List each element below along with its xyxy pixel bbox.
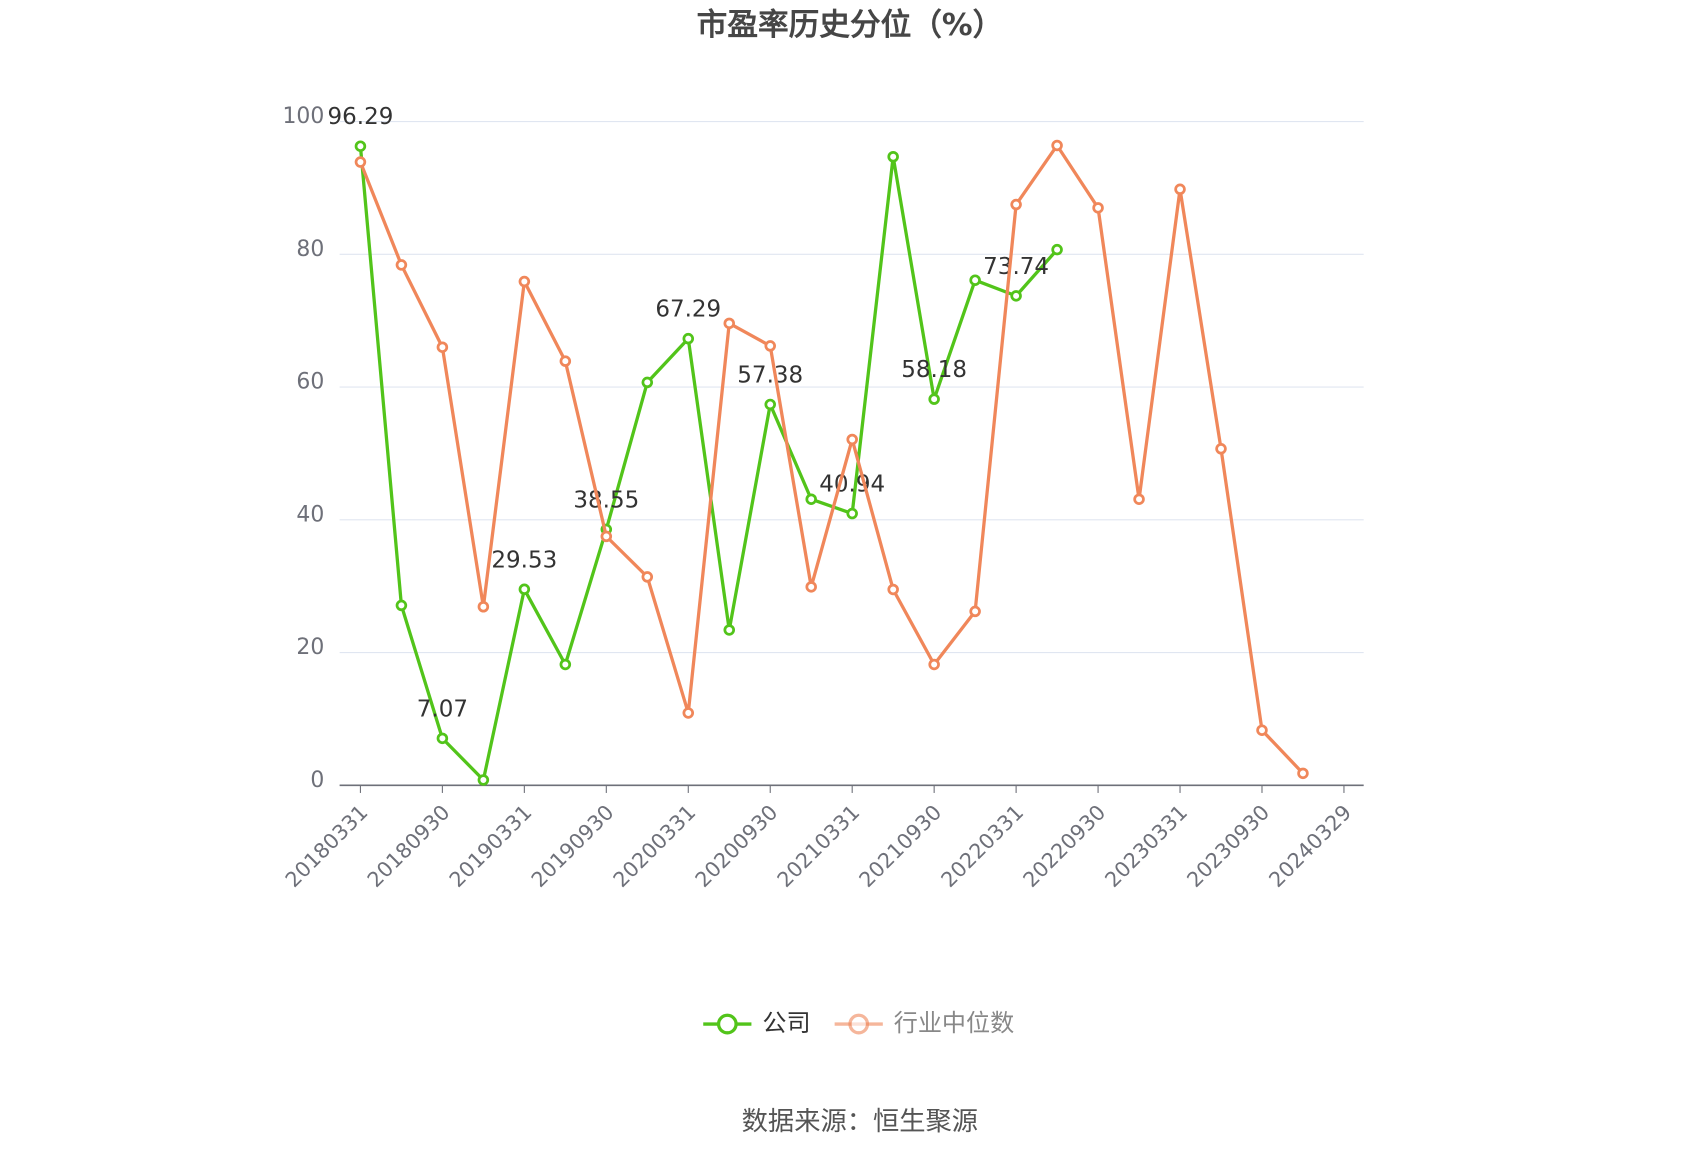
data-point — [436, 341, 449, 353]
x-tick-label: 20240329 — [1264, 800, 1356, 892]
data-point — [887, 150, 899, 163]
data-point — [928, 393, 940, 405]
data-point — [1133, 493, 1145, 505]
data-point — [354, 156, 367, 168]
data-point — [395, 259, 408, 271]
x-tick-label: 20210331 — [773, 800, 865, 892]
data-point — [1256, 724, 1268, 736]
data-point — [641, 571, 654, 583]
x-tick-label: 20220331 — [936, 800, 1028, 892]
x-tick-label: 20230930 — [1182, 800, 1274, 892]
legend-item: 公司 — [703, 1009, 811, 1037]
y-tick-label: 0 — [310, 768, 324, 793]
data-point — [969, 605, 981, 618]
x-tick-label: 20200930 — [691, 800, 783, 892]
data-point — [518, 275, 531, 288]
data-point — [477, 774, 490, 786]
data-point — [1297, 767, 1309, 780]
source: 数据来源：恒生聚源 — [742, 1107, 978, 1137]
data-point — [1174, 183, 1186, 196]
series-line — [358, 143, 1305, 775]
data-point — [682, 707, 695, 719]
chart-title: 市盈率历史分位（%） — [697, 7, 1004, 43]
legend-marker — [848, 1013, 870, 1035]
data-point — [641, 376, 654, 389]
series-line — [358, 146, 1059, 782]
data-point — [559, 355, 572, 367]
data-label: 7.07 — [417, 696, 468, 722]
data-point — [764, 340, 776, 352]
data-point — [1215, 443, 1227, 455]
data-label: 57.38 — [737, 362, 803, 388]
x-tick-label: 20190331 — [445, 800, 537, 892]
data-point — [723, 317, 735, 330]
data-point — [887, 583, 899, 596]
data-point — [846, 507, 858, 520]
data-label: 96.29 — [327, 104, 393, 130]
data-point — [1092, 202, 1104, 214]
data-point — [723, 624, 735, 636]
data-point — [1051, 139, 1063, 152]
data-point — [969, 274, 981, 286]
y-tick-label: 80 — [296, 237, 324, 262]
legend-label: 公司 — [762, 1009, 810, 1037]
y-tick-label: 60 — [296, 370, 324, 395]
data-point — [1010, 290, 1022, 302]
x-tick-label: 20230331 — [1100, 800, 1192, 892]
data-point — [1051, 243, 1063, 256]
data-point — [805, 581, 817, 593]
data-point — [600, 530, 613, 543]
x-tick-label: 20190930 — [527, 800, 619, 892]
data-point — [354, 140, 367, 152]
data-point — [518, 583, 531, 596]
data-label: 40.94 — [819, 472, 885, 498]
y-tick-label: 20 — [296, 635, 324, 660]
data-point — [682, 332, 695, 345]
x-tick-label: 20220930 — [1018, 800, 1110, 892]
data-label: 58.18 — [901, 357, 967, 383]
legend-item: 行业中位数 — [834, 1009, 1014, 1037]
y-tick-label: 100 — [282, 104, 324, 129]
data-point — [559, 658, 572, 671]
data-point — [1010, 198, 1022, 211]
y-tick-label: 40 — [296, 502, 324, 527]
data-point — [846, 433, 858, 446]
data-point — [436, 732, 449, 745]
data-point — [477, 600, 490, 613]
data-label: 38.55 — [573, 487, 639, 513]
data-label: 73.74 — [983, 254, 1049, 280]
data-point — [805, 493, 817, 505]
data-point — [395, 599, 408, 612]
x-tick-label: 20210930 — [854, 800, 946, 892]
data-point — [928, 658, 940, 671]
data-label: 67.29 — [655, 297, 721, 323]
legend-label: 行业中位数 — [894, 1009, 1014, 1037]
data-label: 29.53 — [491, 547, 557, 573]
x-tick-label: 20180930 — [363, 800, 455, 892]
x-tick-label: 20200331 — [609, 800, 701, 892]
legend-marker — [716, 1013, 738, 1035]
x-tick-label: 20180331 — [281, 800, 373, 892]
data-point — [764, 398, 776, 411]
